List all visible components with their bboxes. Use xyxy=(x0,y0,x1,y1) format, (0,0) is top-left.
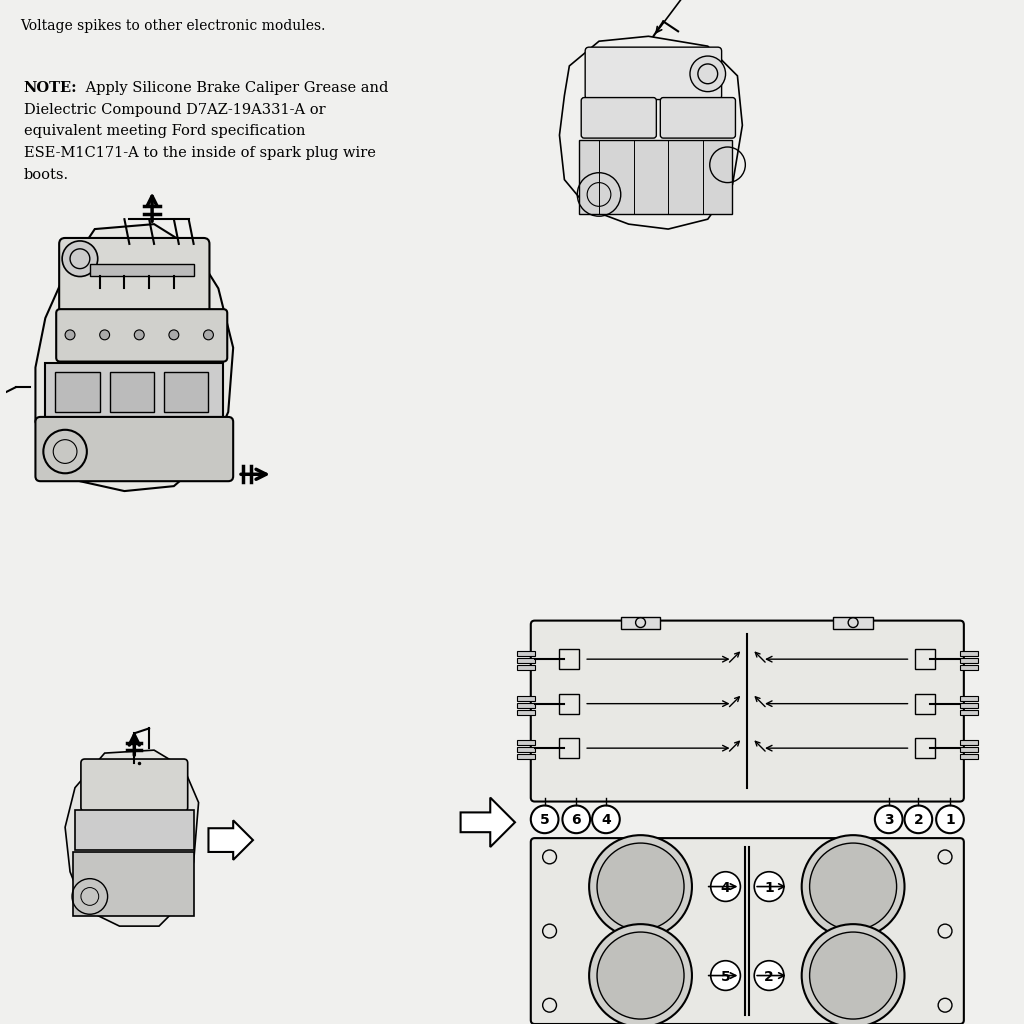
Bar xyxy=(73,852,194,916)
FancyBboxPatch shape xyxy=(530,838,964,1024)
Bar xyxy=(580,140,732,214)
Text: 4: 4 xyxy=(721,881,730,895)
Circle shape xyxy=(810,843,897,930)
FancyBboxPatch shape xyxy=(585,47,722,99)
Circle shape xyxy=(562,806,590,834)
Bar xyxy=(110,373,154,412)
Circle shape xyxy=(711,961,740,990)
Text: 1: 1 xyxy=(945,813,954,827)
Circle shape xyxy=(530,806,558,834)
Text: ESE-M1C171-A to the inside of spark plug wire: ESE-M1C171-A to the inside of spark plug… xyxy=(24,146,376,160)
Text: NOTE:: NOTE: xyxy=(24,81,77,95)
Bar xyxy=(915,649,935,669)
FancyBboxPatch shape xyxy=(582,97,656,138)
FancyBboxPatch shape xyxy=(59,238,210,314)
Bar xyxy=(959,651,978,656)
Bar xyxy=(164,373,209,412)
Bar xyxy=(915,694,935,714)
Circle shape xyxy=(755,961,784,990)
Bar xyxy=(75,810,194,850)
Bar xyxy=(959,710,978,715)
Text: Dielectric Compound D7AZ-19A331-A or: Dielectric Compound D7AZ-19A331-A or xyxy=(24,102,326,117)
Circle shape xyxy=(810,932,897,1019)
Text: Apply Silicone Brake Caliper Grease and: Apply Silicone Brake Caliper Grease and xyxy=(81,81,388,95)
Bar xyxy=(517,748,535,752)
Bar xyxy=(959,748,978,752)
Circle shape xyxy=(62,241,97,276)
Bar xyxy=(834,616,872,629)
Polygon shape xyxy=(36,224,233,492)
Circle shape xyxy=(589,924,692,1024)
Bar xyxy=(959,740,978,745)
Bar xyxy=(45,362,223,476)
FancyBboxPatch shape xyxy=(530,621,964,802)
Bar xyxy=(559,649,580,669)
Text: boots.: boots. xyxy=(24,168,69,182)
Text: 3: 3 xyxy=(884,813,894,827)
Text: 4: 4 xyxy=(601,813,610,827)
Bar xyxy=(915,738,935,758)
Text: 5: 5 xyxy=(721,970,730,983)
Bar xyxy=(517,658,535,664)
Bar xyxy=(517,754,535,759)
FancyBboxPatch shape xyxy=(56,309,227,361)
Bar xyxy=(959,702,978,708)
Circle shape xyxy=(690,56,726,91)
Bar xyxy=(621,616,660,629)
Bar xyxy=(959,666,978,670)
Bar xyxy=(517,666,535,670)
Circle shape xyxy=(592,806,620,834)
Bar xyxy=(517,710,535,715)
Text: equivalent meeting Ford specification: equivalent meeting Ford specification xyxy=(24,124,305,138)
Circle shape xyxy=(134,330,144,340)
Circle shape xyxy=(204,330,213,340)
Polygon shape xyxy=(461,798,515,847)
Bar xyxy=(517,740,535,745)
Bar xyxy=(959,754,978,759)
Bar xyxy=(559,694,580,714)
Text: 2: 2 xyxy=(764,970,774,983)
Bar xyxy=(517,702,535,708)
Text: 5: 5 xyxy=(540,813,550,827)
Circle shape xyxy=(597,932,684,1019)
FancyBboxPatch shape xyxy=(660,97,735,138)
Bar xyxy=(517,651,535,656)
Bar xyxy=(55,373,99,412)
Text: Voltage spikes to other electronic modules.: Voltage spikes to other electronic modul… xyxy=(20,19,326,34)
Circle shape xyxy=(755,871,784,901)
FancyBboxPatch shape xyxy=(81,759,187,811)
Circle shape xyxy=(99,330,110,340)
Polygon shape xyxy=(66,751,199,926)
Circle shape xyxy=(711,871,740,901)
Text: 1: 1 xyxy=(764,881,774,895)
Polygon shape xyxy=(209,820,253,860)
Circle shape xyxy=(597,843,684,930)
Circle shape xyxy=(802,924,904,1024)
FancyBboxPatch shape xyxy=(36,417,233,481)
Circle shape xyxy=(589,836,692,938)
Bar xyxy=(517,695,535,700)
Bar xyxy=(559,738,580,758)
Circle shape xyxy=(169,330,179,340)
Circle shape xyxy=(874,806,902,834)
Text: 2: 2 xyxy=(913,813,924,827)
Circle shape xyxy=(66,330,75,340)
Bar xyxy=(90,263,194,275)
Circle shape xyxy=(936,806,964,834)
Circle shape xyxy=(802,836,904,938)
Bar xyxy=(959,658,978,664)
Bar xyxy=(959,695,978,700)
Text: 6: 6 xyxy=(571,813,581,827)
Circle shape xyxy=(904,806,932,834)
